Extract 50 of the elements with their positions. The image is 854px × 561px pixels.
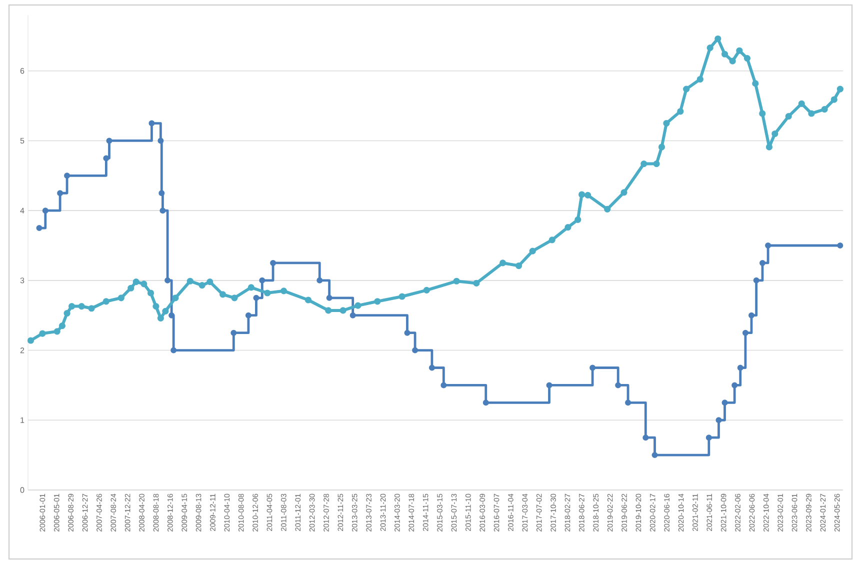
point (164, 277, 171, 284)
point (440, 382, 447, 388)
point (36, 225, 42, 232)
point (245, 312, 252, 318)
point (732, 382, 738, 388)
y-tick-label: 2 (20, 347, 24, 354)
point (837, 242, 844, 249)
point (748, 312, 754, 318)
point (765, 242, 772, 249)
point (590, 364, 596, 371)
point (270, 260, 276, 266)
point (42, 208, 48, 214)
point (253, 294, 260, 301)
y-tick-label: 3 (20, 278, 24, 284)
point (716, 417, 722, 424)
point (482, 400, 489, 406)
point (259, 277, 266, 284)
point (753, 277, 760, 284)
point (722, 400, 728, 406)
point (103, 155, 110, 162)
point (615, 382, 622, 388)
point (106, 138, 112, 144)
y-tick-label: 6 (20, 68, 24, 74)
point (412, 347, 418, 354)
point (428, 364, 435, 371)
y-tick-label: 5 (20, 138, 24, 144)
point (326, 294, 332, 301)
point (546, 382, 552, 388)
y-tick-label: 1 (20, 417, 24, 423)
point (642, 434, 649, 441)
point (737, 364, 744, 371)
point (404, 330, 410, 336)
point (170, 347, 177, 354)
point (625, 400, 632, 406)
point (158, 138, 164, 144)
point (759, 260, 766, 266)
point (158, 190, 165, 196)
point (230, 330, 237, 336)
point (148, 120, 155, 126)
point (350, 312, 356, 318)
point (316, 277, 323, 284)
point (57, 190, 64, 196)
point (706, 434, 712, 441)
y-tick-label: 0 (20, 487, 24, 493)
y-tick-label: 4 (20, 208, 24, 214)
point (168, 312, 175, 318)
point (160, 208, 166, 214)
point (652, 452, 658, 458)
point (64, 172, 70, 179)
point (742, 330, 748, 336)
